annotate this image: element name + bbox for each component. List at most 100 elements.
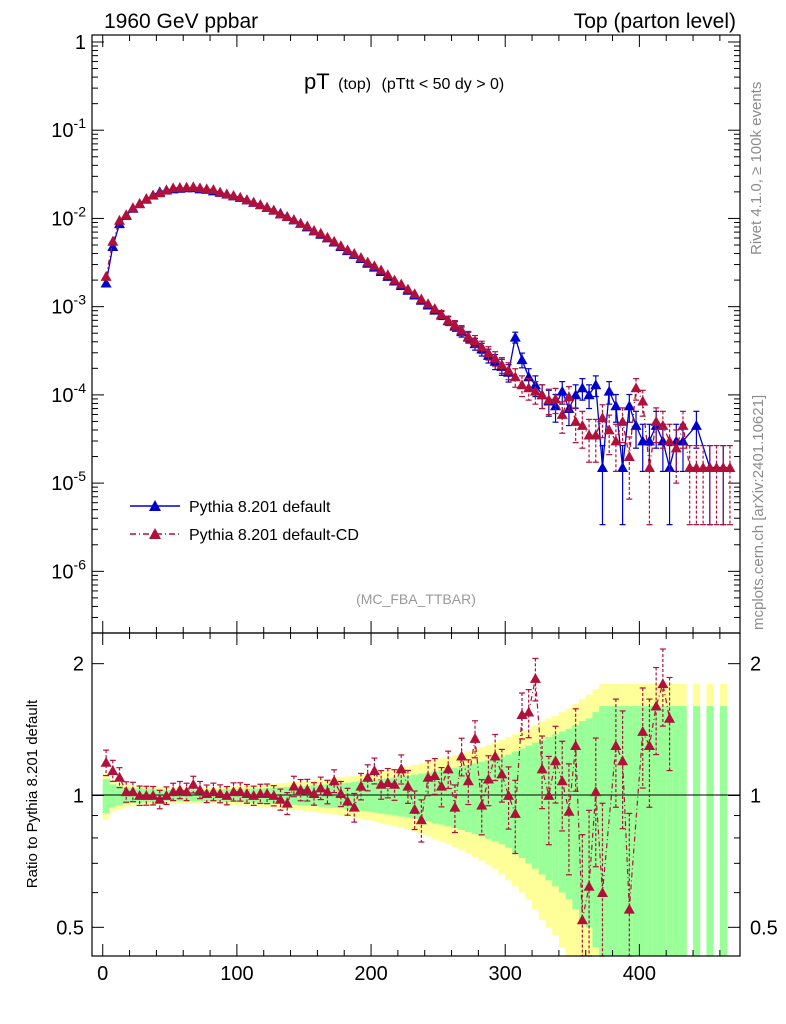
ratio-point [382, 777, 394, 788]
ratio-band-green [290, 786, 298, 805]
ratio-panel-frame [91, 632, 741, 957]
ratio-point [268, 789, 280, 800]
x-tick-label: 0 [97, 963, 108, 985]
ratio-band-green [572, 724, 580, 910]
point-default-cd [670, 442, 682, 453]
point-default-cd [120, 209, 132, 220]
point-default-cd [308, 224, 320, 235]
point-default-cd [503, 364, 515, 375]
ratio-point [509, 807, 521, 818]
ratio-point [355, 780, 367, 791]
ratio-point [362, 771, 374, 782]
ratio-point [114, 771, 126, 782]
ratio-band-green [532, 742, 540, 869]
point-default-cd [335, 240, 347, 251]
point-default-cd [389, 274, 401, 285]
point-default-cd [241, 194, 253, 205]
ratio-y-tick-label-right: 0.5 [750, 917, 778, 939]
point-default-cd [536, 389, 548, 400]
legend-entry-default: Pythia 8.201 default [130, 499, 331, 516]
legend-marker-default-cd [149, 528, 161, 539]
ratio-series [100, 648, 676, 957]
x-tick-label: 200 [354, 963, 387, 985]
plot-title-sub2: (pTtt < 50 dy > 0) [382, 76, 505, 93]
ratio-point [174, 784, 186, 795]
ratio-y-tick-label-right: 1 [750, 785, 761, 807]
point-default-cd [100, 270, 112, 281]
point-default-cd [469, 335, 481, 346]
ratio-point [288, 780, 300, 791]
ratio-point [261, 788, 273, 799]
ratio-point [194, 784, 206, 795]
ratio-point [523, 706, 535, 717]
point-default-cd [603, 424, 615, 435]
ratio-point [650, 700, 662, 711]
ratio-band-green [525, 745, 533, 864]
ratio-point [389, 778, 401, 789]
point-default [509, 331, 521, 342]
point-default [617, 462, 629, 472]
main-y-ticks [92, 41, 740, 634]
point-default-cd [637, 395, 649, 406]
ratio-y-axis-label: Ratio to Pythia 8.201 default [24, 699, 41, 888]
ratio-band-green [116, 786, 124, 806]
point-default [603, 385, 615, 396]
point-default-cd [677, 419, 689, 430]
ratio-point [442, 763, 454, 774]
ratio-point [590, 786, 602, 797]
main-y-tick-label: 10-5 [51, 468, 86, 495]
ratio-band-green [283, 786, 291, 805]
ratio-point [456, 750, 468, 761]
plot-title: pT (top) (pTtt < 50 dy > 0) [304, 69, 504, 94]
point-default-cd [590, 429, 602, 440]
ratio-point [368, 765, 380, 775]
ratio-y-tick-label-right: 2 [750, 654, 761, 676]
ratio-band-green [478, 761, 486, 837]
point-default-cd [724, 462, 736, 472]
ratio-point [221, 789, 233, 800]
main-y-tick-label: 10-1 [51, 115, 86, 142]
point-default [623, 400, 635, 411]
main-series [100, 181, 736, 526]
point-default [643, 435, 655, 446]
ratio-point [462, 775, 474, 786]
point-default-cd [442, 314, 454, 325]
ratio-band-green [659, 706, 667, 956]
point-default-cd [643, 462, 655, 472]
point-default-cd [375, 264, 387, 275]
ratio-point [489, 750, 501, 761]
ratio-point [308, 788, 320, 799]
point-default-cd [449, 319, 461, 330]
point-default-cd [550, 393, 562, 404]
point-default [583, 389, 595, 400]
point-default-cd [134, 198, 146, 209]
ratio-y-tick-label: 2 [73, 654, 84, 676]
ratio-band-green [444, 768, 452, 827]
ratio-band-green [612, 706, 620, 956]
point-default-cd [576, 419, 588, 430]
point-default-cd [328, 235, 340, 246]
point-default-cd [154, 187, 166, 198]
ratio-point [207, 786, 219, 797]
series-line-default [105, 187, 724, 469]
ratio-point [107, 765, 119, 775]
main-y-tick-label: 1 [75, 32, 86, 54]
ratio-x-ticks [102, 633, 721, 956]
ratio-point [214, 788, 226, 799]
ratio-point [100, 756, 112, 767]
point-default [590, 379, 602, 390]
point-default [630, 419, 642, 430]
ratio-band-green [632, 706, 640, 956]
point-default-cd [281, 211, 293, 221]
legend: Pythia 8.201 default Pythia 8.201 defaul… [130, 499, 359, 544]
main-y-tick-label: 10-6 [51, 556, 86, 583]
ratio-point [556, 775, 568, 786]
ratio-point [241, 788, 253, 799]
ratio-bands [102, 683, 727, 956]
ratio-band-green [317, 784, 325, 807]
ratio-point [664, 712, 676, 723]
point-default-cd [355, 252, 367, 262]
point-default-cd [462, 330, 474, 341]
ratio-point [274, 793, 286, 804]
ratio-point [435, 780, 447, 791]
